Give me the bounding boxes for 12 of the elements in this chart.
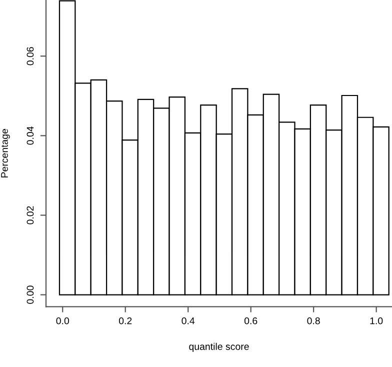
x-tick-label: 0.4: [182, 317, 195, 324]
y-tick-label: 0.06: [26, 47, 34, 66]
x-tick-label: 0.6: [244, 317, 258, 324]
y-tick-label: 0.00: [26, 286, 34, 304]
x-axis-title: quantile score: [189, 342, 249, 352]
x-tick-label: 0.8: [307, 317, 320, 324]
x-tick-label: 0.0: [56, 317, 70, 324]
y-tick-label: 0.04: [26, 126, 34, 145]
x-tick-label: 1.0: [370, 317, 383, 324]
y-axis-title: Percentage: [1, 128, 10, 178]
y-tick-label: 0.02: [26, 206, 34, 224]
x-tick-label: 0.2: [118, 317, 132, 324]
